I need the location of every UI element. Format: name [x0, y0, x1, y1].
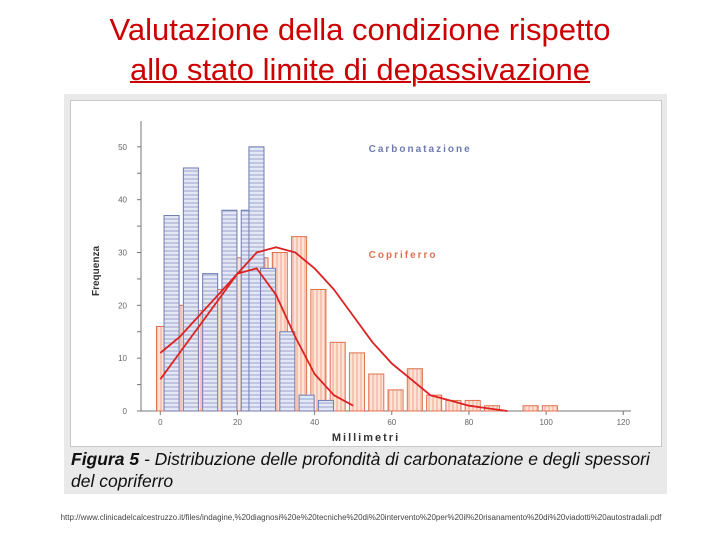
- bar-copriferro: [541, 405, 558, 412]
- curve-carbonatazione-fit: [159, 267, 354, 407]
- bar-copriferro: [445, 399, 462, 412]
- x-tick-label: 0: [158, 418, 163, 427]
- bar-copriferro: [522, 405, 539, 412]
- bar-carbonatazione: [202, 273, 219, 412]
- figure-panel: 0 10 20 30 40 50 0 20 40 60 80 100 120 Frequenza Milli…: [64, 94, 667, 494]
- histogram-chart: 0 10 20 30 40 50 0 20 40 60 80 100 120 Frequenza Milli…: [91, 121, 631, 444]
- x-tick-label: 120: [617, 418, 631, 427]
- x-axis-label: Millimetri: [332, 432, 400, 444]
- bar-copriferro: [348, 352, 365, 412]
- annotation-copriferro: Copriferro: [369, 250, 438, 261]
- bar-copriferro: [368, 373, 385, 412]
- plot-panel: 0 10 20 30 40 50 0 20 40 60 80 100 120 Frequenza Milli…: [70, 100, 662, 447]
- x-tick-label: 60: [387, 418, 396, 427]
- y-tick-label: 30: [118, 249, 127, 258]
- bar-copriferro: [310, 288, 327, 412]
- figure-caption-number: Figura 5: [71, 449, 140, 469]
- y-tick-label: 50: [118, 143, 127, 152]
- y-tick-label: 10: [118, 354, 127, 363]
- slide-title-line-2: allo stato limite di depassivazione: [129, 52, 591, 87]
- y-tick-label: 20: [118, 301, 127, 310]
- bar-carbonatazione: [260, 267, 277, 412]
- x-tick-label: 20: [233, 418, 242, 427]
- x-tick-label: 40: [310, 418, 319, 427]
- x-tick-label: 80: [464, 418, 473, 427]
- bar-copriferro: [426, 394, 443, 412]
- bar-carbonatazione: [317, 399, 334, 412]
- source-url: http://www.clinicadelcalcestruzzo.it/fil…: [60, 513, 662, 522]
- bar-copriferro: [406, 368, 423, 412]
- y-axis-label: Frequenza: [91, 246, 102, 296]
- bar-carbonatazione: [163, 215, 180, 412]
- bar-carbonatazione: [298, 394, 315, 412]
- y-tick-label: 0: [123, 407, 128, 416]
- bar-carbonatazione: [182, 167, 199, 412]
- bar-copriferro: [387, 389, 404, 412]
- slide-title: Valutazione della condizione rispetto al…: [0, 10, 720, 90]
- annotation-carbonatazione: Carbonatazione: [369, 144, 472, 155]
- y-tick-label: 40: [118, 196, 127, 205]
- x-tick-label: 100: [539, 418, 553, 427]
- curve-copriferro-fit: [159, 246, 508, 412]
- bar-carbonatazione: [279, 331, 296, 412]
- figure-caption: Figura 5 - Distribuzione delle profondit…: [71, 448, 661, 492]
- bar-carbonatazione: [221, 209, 238, 412]
- figure-caption-text: - Distribuzione delle profondità di carb…: [71, 449, 650, 491]
- bar-copriferro: [329, 341, 346, 412]
- slide-title-line-1: Valutazione della condizione rispetto: [109, 12, 611, 47]
